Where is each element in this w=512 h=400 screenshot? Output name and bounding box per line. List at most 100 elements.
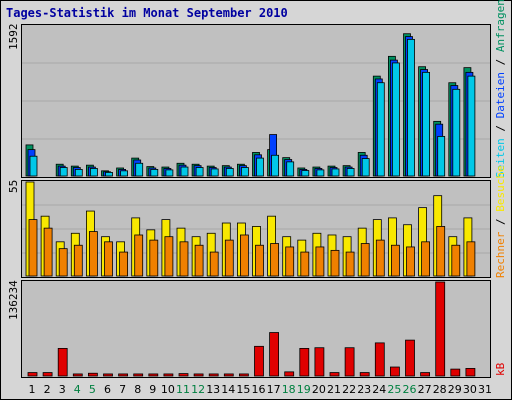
day-label-19: 19 xyxy=(297,383,311,396)
legend-pages: Seiten xyxy=(494,138,507,178)
day-label-12: 12 xyxy=(191,383,205,396)
bottom-bar-kb-day-23 xyxy=(359,372,370,377)
day-label-3: 3 xyxy=(59,383,66,396)
bottom-bar-kb-day-15 xyxy=(238,373,249,377)
middle-bar-rechner-day-17 xyxy=(270,243,280,277)
day-label-25: 25 xyxy=(387,383,401,396)
middle-bar-rechner-day-26 xyxy=(406,246,415,277)
kbytes-ymax-label: 136234 xyxy=(7,280,20,320)
middle-bar-rechner-day-14 xyxy=(224,239,234,277)
top-bar-seiten-day-16 xyxy=(256,157,264,177)
top-bar-seiten-day-4 xyxy=(74,169,83,177)
middle-bar-rechner-day-6 xyxy=(104,241,113,277)
day-label-1: 1 xyxy=(29,383,36,396)
day-label-11: 11 xyxy=(176,383,190,396)
legend-requests: Anfragen xyxy=(494,0,507,52)
middle-bar-rechner-day-8 xyxy=(134,234,144,277)
middle-bar-rechner-day-9 xyxy=(149,239,159,277)
middle-bar-rechner-day-21 xyxy=(330,249,340,277)
day-label-10: 10 xyxy=(161,383,175,396)
chart-title: Tages-Statistik im Monat September 2010 xyxy=(6,6,288,20)
legend-sep-1: / xyxy=(494,118,507,138)
top-bar-seiten-day-26 xyxy=(407,38,415,177)
top-bar-seiten-day-22 xyxy=(346,168,355,177)
legend-sep-3: / xyxy=(494,212,507,232)
top-bar-seiten-day-13 xyxy=(210,168,219,177)
visits-ymax-label: 55 xyxy=(7,180,20,193)
middle-bar-rechner-day-10 xyxy=(164,236,174,277)
day-label-29: 29 xyxy=(448,383,462,396)
kbytes-legend: kB xyxy=(494,362,507,376)
top-bar-seiten-day-6 xyxy=(105,172,113,177)
bottom-bar-kb-day-18 xyxy=(284,371,295,377)
bottom-bar-kb-day-11 xyxy=(178,373,189,377)
bottom-bar-kb-day-14 xyxy=(223,373,234,377)
middle-bar-rechner-day-29 xyxy=(451,244,461,277)
day-label-2: 2 xyxy=(44,383,51,396)
top-bar-seiten-day-15 xyxy=(240,167,249,177)
middle-bar-rechner-day-24 xyxy=(375,239,385,277)
legend-visits: Besuche xyxy=(494,165,507,211)
top-bar-seiten-day-5 xyxy=(90,168,98,177)
middle-bar-rechner-day-16 xyxy=(255,244,264,277)
top-bar-seiten-day-18 xyxy=(286,161,295,177)
middle-bar-rechner-day-11 xyxy=(179,241,189,277)
bottom-bar-kb-day-20 xyxy=(314,347,325,377)
bottom-bar-kb-day-1 xyxy=(27,372,38,377)
middle-bar-rechner-day-4 xyxy=(73,244,83,277)
bottom-bar-kb-day-24 xyxy=(374,342,385,377)
middle-bar-rechner-day-13 xyxy=(209,251,219,277)
day-label-15: 15 xyxy=(236,383,250,396)
bottom-bar-kb-day-12 xyxy=(193,373,204,377)
day-labels: 1 2 3 4 5 6 7 8 9 10 11 12 13 14 15 16 17 18 19 20 21 22 23 24 2… xyxy=(29,383,493,396)
middle-bar-rechner-day-12 xyxy=(194,244,204,277)
legend-sep-2: / xyxy=(494,52,507,72)
day-label-26: 26 xyxy=(403,383,417,396)
bottom-bar-kb-day-21 xyxy=(329,372,340,377)
top-bar-seiten-day-25 xyxy=(391,62,400,177)
bottom-bar-kb-day-19 xyxy=(299,348,310,377)
top-bar-seiten-day-10 xyxy=(165,169,174,177)
bottom-bar-kb-day-7 xyxy=(118,373,128,377)
top-bar-seiten-day-8 xyxy=(135,162,144,177)
day-label-23: 23 xyxy=(357,383,371,396)
middle-bar-rechner-day-18 xyxy=(285,246,295,277)
bottom-bar-kb-day-27 xyxy=(420,372,431,377)
day-label-6: 6 xyxy=(104,383,111,396)
top-bar-seiten-day-1 xyxy=(29,155,38,177)
bottom-bar-kb-day-26 xyxy=(405,339,415,377)
middle-bar-rechner-day-15 xyxy=(239,234,249,277)
top-bar-seiten-day-30 xyxy=(467,75,476,177)
top-bar-seiten-day-9 xyxy=(150,169,159,177)
day-label-16: 16 xyxy=(252,383,266,396)
bottom-bar-kb-day-3 xyxy=(57,348,68,377)
day-label-27: 27 xyxy=(418,383,432,396)
day-label-5: 5 xyxy=(89,383,96,396)
middle-bar-rechner-day-22 xyxy=(345,251,355,277)
day-label-20: 20 xyxy=(312,383,326,396)
bottom-bar-kb-day-2 xyxy=(42,372,53,377)
top-bar-seiten-day-20 xyxy=(316,169,325,177)
bottom-bar-kb-day-22 xyxy=(344,347,355,377)
requests-ymax-label: 1592 xyxy=(7,24,20,51)
day-label-28: 28 xyxy=(433,383,447,396)
day-label-22: 22 xyxy=(342,383,356,396)
top-bar-seiten-day-28 xyxy=(437,136,446,177)
bottom-bar-kb-day-16 xyxy=(254,345,264,377)
middle-bar-rechner-day-1 xyxy=(28,219,38,277)
day-label-4: 4 xyxy=(74,383,81,396)
bottom-bar-kb-day-28 xyxy=(435,281,446,377)
chart-bars xyxy=(22,33,490,377)
day-label-14: 14 xyxy=(221,383,235,396)
top-bar-seiten-day-29 xyxy=(452,88,461,177)
day-label-9: 9 xyxy=(149,383,156,396)
top-bar-seiten-day-21 xyxy=(331,168,340,177)
middle-bar-rechner-day-2 xyxy=(43,227,53,277)
day-label-31: 31 xyxy=(478,383,492,396)
top-bar-seiten-day-24 xyxy=(376,82,385,177)
top-bar-seiten-day-23 xyxy=(361,158,370,177)
bottom-bar-kb-day-17 xyxy=(269,332,280,377)
visits-legend: Rechner / Besuche xyxy=(494,165,507,278)
day-label-24: 24 xyxy=(372,383,386,396)
